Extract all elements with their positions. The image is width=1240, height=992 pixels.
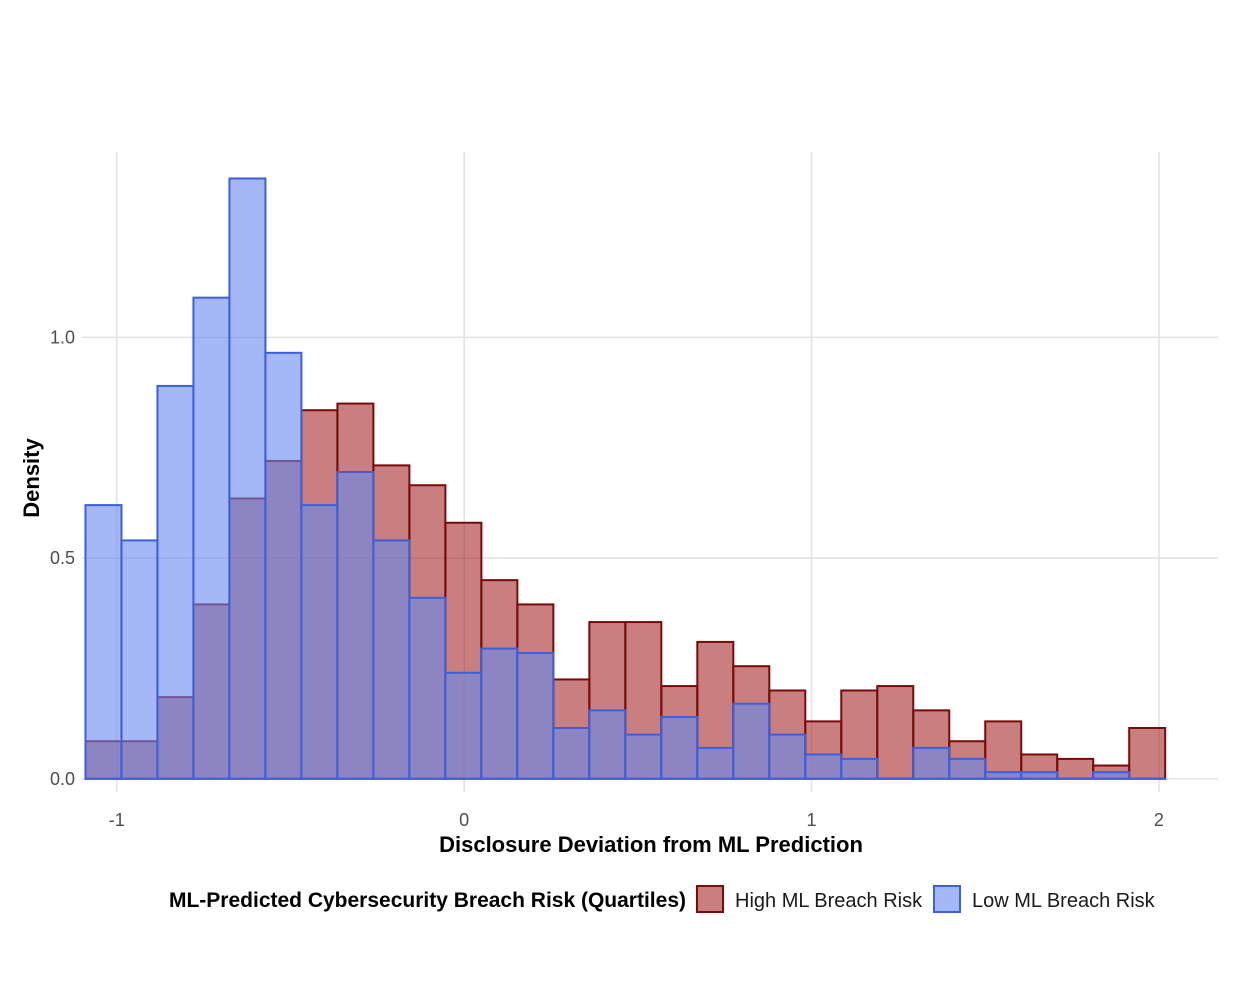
legend-swatch-high [696,885,724,913]
bar-low-0 [84,504,123,780]
legend-swatch-low [933,885,961,913]
x-axis-title: Disclosure Deviation from ML Prediction [439,832,863,857]
legend: ML-Predicted Cybersecurity Breach Risk (… [169,885,1156,913]
bar-low-8 [372,539,411,780]
bar-low-15 [624,733,663,780]
bar-low-11 [480,647,519,780]
bar-low-24 [948,757,987,780]
bar-high-25 [984,720,1023,780]
bar-low-28 [1092,771,1131,780]
bar-low-19 [768,733,807,780]
bar-low-12 [516,651,555,780]
bar-low-16 [660,715,699,780]
y-tick-label-0: 0.0 [50,769,75,789]
bar-low-10 [444,671,483,780]
bar-low-3 [192,296,231,780]
x-tick-label-0: -1 [109,810,125,830]
y-axis-title: Density [19,438,44,518]
bar-high-27 [1056,757,1095,780]
bar-low-5 [264,351,303,780]
bar-low-13 [552,727,591,780]
bar-low-2 [156,384,195,780]
bar-low-21 [840,757,879,780]
y-tick-label-2: 1.0 [50,327,75,347]
legend-label-high: High ML Breach Risk [735,890,923,912]
series-low-ml-breach-risk [84,177,1167,780]
bar-low-7 [336,471,375,780]
bar-low-20 [804,753,843,780]
bar-low-9 [408,596,447,780]
x-tick-label-3: 2 [1154,810,1164,830]
bar-low-4 [228,177,267,780]
legend-label-low: Low ML Breach Risk [972,890,1156,912]
bar-low-26 [1020,771,1059,780]
bar-low-17 [696,746,735,780]
bar-low-25 [984,771,1023,780]
axis-ticks: 0.0 0.5 1.0 -1 0 1 2 [50,327,1164,830]
x-tick-label-1: 0 [459,810,469,830]
bar-low-14 [588,709,627,780]
x-tick-label-2: 1 [807,810,817,830]
bar-high-29 [1128,727,1167,780]
bar-low-1 [120,539,159,780]
bar-low-18 [732,702,771,780]
bar-low-23 [912,746,951,780]
legend-title: ML-Predicted Cybersecurity Breach Risk (… [169,889,686,912]
bar-high-22 [876,685,915,780]
y-tick-label-1: 0.5 [50,548,75,568]
bar-low-6 [300,504,339,780]
